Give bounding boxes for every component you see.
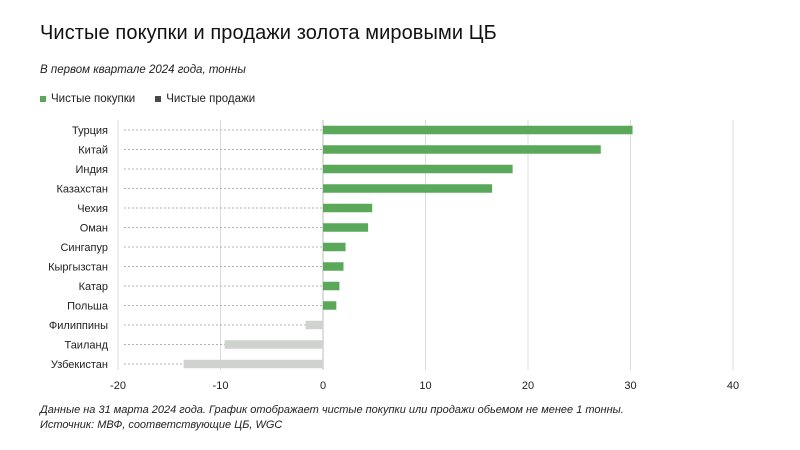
bar-9 <box>323 301 337 310</box>
category-label-4: Чехия <box>77 203 108 215</box>
bar-6 <box>323 242 346 252</box>
bar-5 <box>323 223 369 232</box>
x-tick-label-1: -10 <box>213 380 229 392</box>
legend-label-purchases: Чистые покупки <box>51 93 136 105</box>
x-tick-label-2: 0 <box>320 380 326 392</box>
category-label-1: Китай <box>78 145 108 157</box>
legend-swatch-purchases <box>40 96 46 102</box>
x-tick-label-3: 10 <box>419 380 431 392</box>
bar-7 <box>323 262 344 271</box>
legend-label-sales: Чистые продажи <box>166 93 256 105</box>
x-tick-label-6: 40 <box>727 380 739 392</box>
category-label-5: Оман <box>80 223 108 235</box>
category-label-11: Таиланд <box>64 340 108 352</box>
legend-swatch-sales <box>155 96 162 102</box>
category-label-7: Кыргызстан <box>48 262 108 274</box>
category-label-8: Катар <box>79 281 108 293</box>
bar-10 <box>305 320 323 330</box>
category-label-2: Индия <box>75 164 108 176</box>
bar-8 <box>323 281 340 291</box>
chart-footnote: Данные на 31 марта 2024 года. График ото… <box>40 403 624 433</box>
category-label-10: Филиппины <box>49 320 108 332</box>
legend-item-purchases: Чистые покупки <box>40 93 135 105</box>
bar-11 <box>224 340 323 349</box>
bar-3 <box>323 184 493 193</box>
bar-0 <box>323 125 633 135</box>
category-label-3: Казахстан <box>56 184 108 196</box>
category-label-12: Узбекистан <box>51 359 108 371</box>
chart-title: Чистые покупки и продажи золота мировыми… <box>40 22 497 44</box>
bar-2 <box>323 164 513 174</box>
x-tick-label-0: -20 <box>110 380 126 392</box>
chart-subtitle: В первом квартале 2024 года, тонны <box>40 64 246 76</box>
x-tick-label-4: 20 <box>522 380 534 392</box>
category-label-6: Сингапур <box>60 242 108 254</box>
footnote-line-2: Источник: МВФ, соответствующие ЦБ, WGC <box>40 419 283 431</box>
category-label-0: Турция <box>72 125 108 137</box>
legend-item-sales: Чистые продажи <box>155 93 255 105</box>
category-label-9: Польша <box>67 301 109 313</box>
bar-4 <box>323 203 373 213</box>
bar-1 <box>323 145 601 154</box>
bar-12 <box>183 359 323 369</box>
footnote-line-1: Данные на 31 марта 2024 года. График ото… <box>40 404 624 416</box>
chart-legend: Чистые покупки Чистые продажи <box>40 93 255 105</box>
x-tick-label-5: 30 <box>624 380 636 392</box>
